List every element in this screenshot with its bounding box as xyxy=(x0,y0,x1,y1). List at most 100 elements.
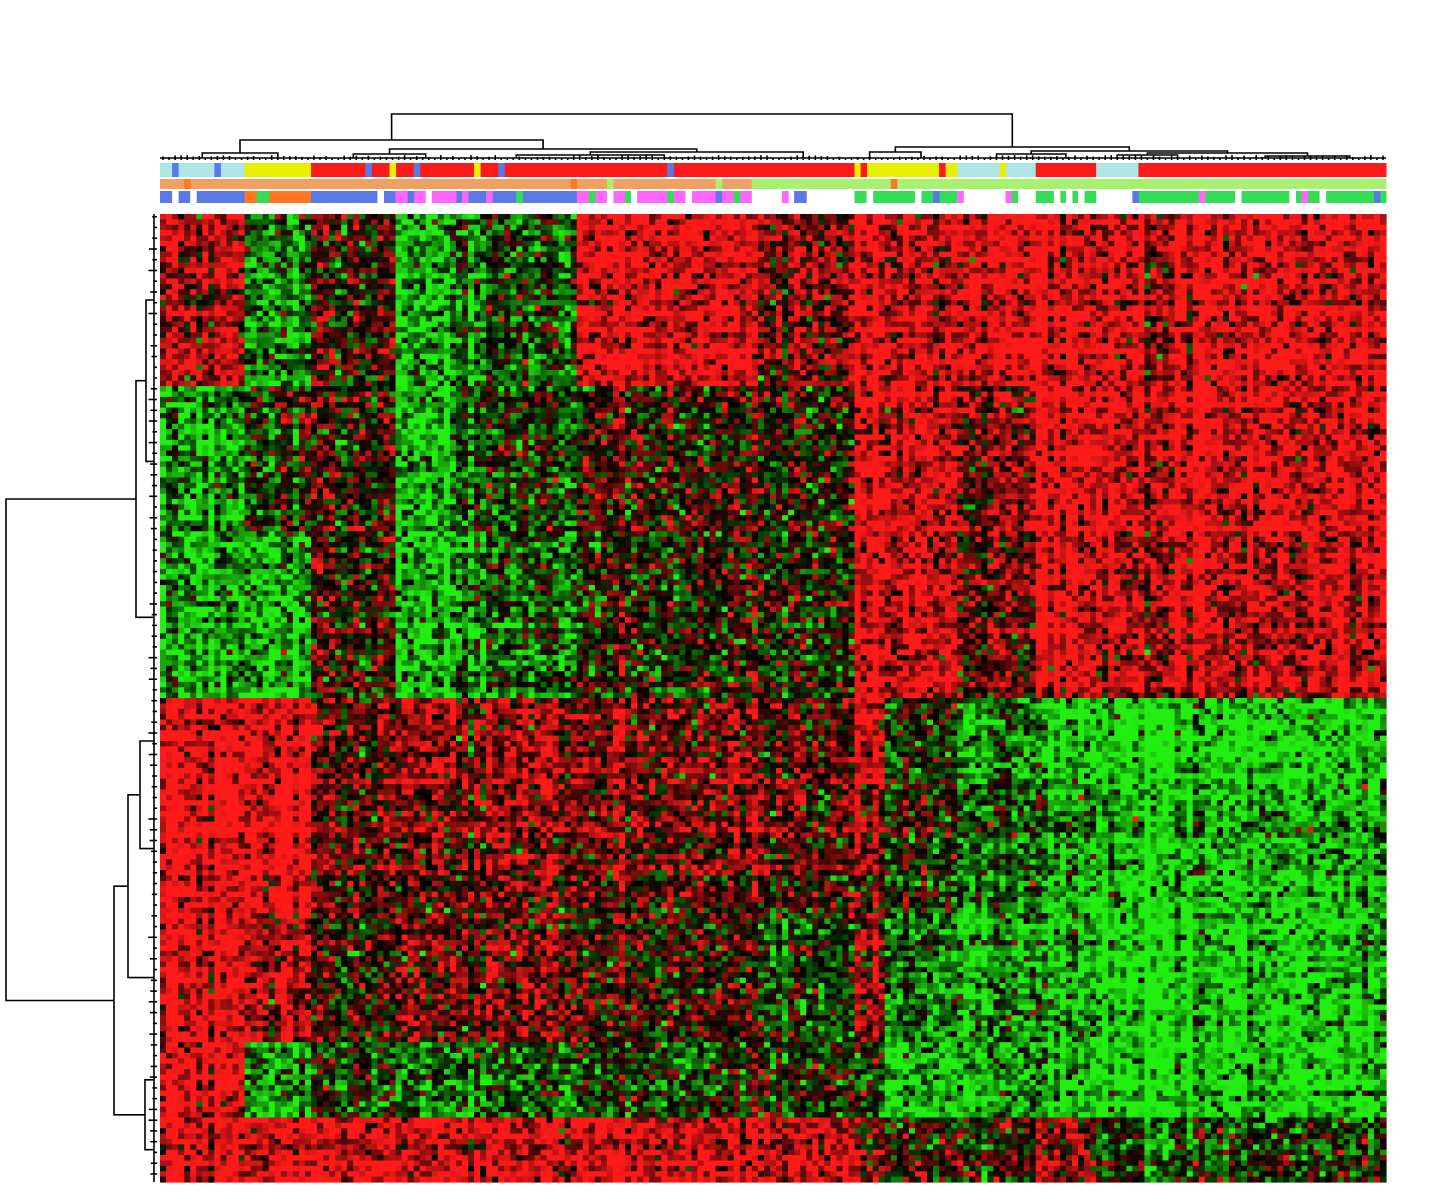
heatmap-cell xyxy=(746,289,753,295)
heatmap-cell xyxy=(704,289,711,295)
heatmap-cell xyxy=(1277,236,1284,242)
heatmap-cell xyxy=(679,295,686,301)
heatmap-cell xyxy=(1018,300,1025,306)
heatmap-cell xyxy=(1241,284,1248,290)
heatmap-cell xyxy=(396,214,403,220)
heatmap-cell xyxy=(806,295,813,301)
heatmap-cell xyxy=(740,225,747,231)
heatmap-cell xyxy=(263,295,270,301)
heatmap-cell xyxy=(945,252,952,258)
heatmap-cell xyxy=(589,252,596,258)
heatmap-cell xyxy=(226,257,233,263)
heatmap-cell xyxy=(1326,236,1333,242)
heatmap-cell xyxy=(293,300,300,306)
heatmap-cell xyxy=(1301,214,1308,220)
heatmap-cell xyxy=(263,230,270,236)
heatmap-cell xyxy=(1283,295,1290,301)
heatmap-cell xyxy=(1368,257,1375,263)
heatmap-cell xyxy=(939,246,946,252)
heatmap-cell xyxy=(939,268,946,274)
heatmap-cell xyxy=(679,225,686,231)
heatmap-cell xyxy=(1374,305,1381,311)
heatmap-cell xyxy=(1169,268,1176,274)
heatmap-cell xyxy=(619,257,626,263)
heatmap-cell xyxy=(1018,289,1025,295)
heatmap-cell xyxy=(903,214,910,220)
heatmap-cell xyxy=(208,236,215,242)
heatmap-cell xyxy=(257,273,264,279)
heatmap-cell xyxy=(456,214,463,220)
heatmap-cell xyxy=(1271,268,1278,274)
heatmap-cell xyxy=(1078,214,1085,220)
heatmap-cell xyxy=(1380,225,1387,231)
heatmap-cell xyxy=(1066,273,1073,279)
heatmap-cell xyxy=(1259,295,1266,301)
heatmap-cell xyxy=(263,268,270,274)
heatmap-cell xyxy=(214,284,221,290)
heatmap-cell xyxy=(806,246,813,252)
heatmap-cell xyxy=(565,257,572,263)
heatmap-cell xyxy=(1332,295,1339,301)
heatmap-cell xyxy=(661,236,668,242)
heatmap-cell xyxy=(323,289,330,295)
heatmap-cell xyxy=(1036,241,1043,247)
heatmap-cell xyxy=(601,284,608,290)
heatmap-cell xyxy=(172,305,179,311)
annotation-sample-tick xyxy=(891,179,898,189)
heatmap-cell xyxy=(1205,268,1212,274)
heatmap-cell xyxy=(1283,300,1290,306)
heatmap-cell xyxy=(885,214,892,220)
heatmap-cell xyxy=(1380,219,1387,225)
heatmap-cell xyxy=(468,219,475,225)
heatmap-cell xyxy=(547,273,554,279)
heatmap-cell xyxy=(275,273,282,279)
heatmap-cell xyxy=(220,300,227,306)
heatmap-cell xyxy=(607,214,614,220)
heatmap-cell xyxy=(232,225,239,231)
heatmap-cell xyxy=(1247,262,1254,268)
heatmap-cell xyxy=(583,257,590,263)
heatmap-cell xyxy=(1072,311,1079,317)
heatmap-cell xyxy=(214,246,221,252)
heatmap-cell xyxy=(770,300,777,306)
heatmap-cell xyxy=(897,316,904,322)
heatmap-cell xyxy=(305,316,312,322)
heatmap-cell xyxy=(311,279,318,285)
heatmap-cell xyxy=(824,295,831,301)
heatmap-cell xyxy=(770,257,777,263)
heatmap-cell xyxy=(770,322,777,328)
heatmap-cell xyxy=(353,214,360,220)
heatmap-cell xyxy=(1169,230,1176,236)
heatmap-cell xyxy=(353,327,360,333)
heatmap-cell xyxy=(480,230,487,236)
heatmap-cell xyxy=(1332,246,1339,252)
heatmap-cell xyxy=(1157,262,1164,268)
heatmap-cell xyxy=(879,279,886,285)
column-annotation-bars xyxy=(160,163,1387,203)
heatmap-cell xyxy=(178,268,185,274)
heatmap-cell xyxy=(1144,219,1151,225)
heatmap-cell xyxy=(667,241,674,247)
heatmap-cell xyxy=(214,300,221,306)
annotation-sample-tick xyxy=(377,191,384,203)
heatmap-cell xyxy=(1018,246,1025,252)
annotation-sample-tick xyxy=(571,179,578,189)
heatmap-cell xyxy=(848,268,855,274)
heatmap-cell xyxy=(1289,252,1296,258)
heatmap-cell xyxy=(1042,268,1049,274)
heatmap-cell xyxy=(190,225,197,231)
heatmap-cell xyxy=(1241,322,1248,328)
heatmap-cell xyxy=(879,214,886,220)
heatmap-cell xyxy=(1380,214,1387,220)
heatmap-cell xyxy=(879,219,886,225)
heatmap-cell xyxy=(1295,295,1302,301)
heatmap-cell xyxy=(516,225,523,231)
heatmap-cell xyxy=(601,214,608,220)
heatmap-cell xyxy=(1126,300,1133,306)
heatmap-cell xyxy=(698,252,705,258)
heatmap-cell xyxy=(722,327,729,333)
heatmap-cell xyxy=(903,225,910,231)
heatmap-cell xyxy=(1338,273,1345,279)
heatmap-cell xyxy=(1072,316,1079,322)
heatmap-cell xyxy=(317,300,324,306)
